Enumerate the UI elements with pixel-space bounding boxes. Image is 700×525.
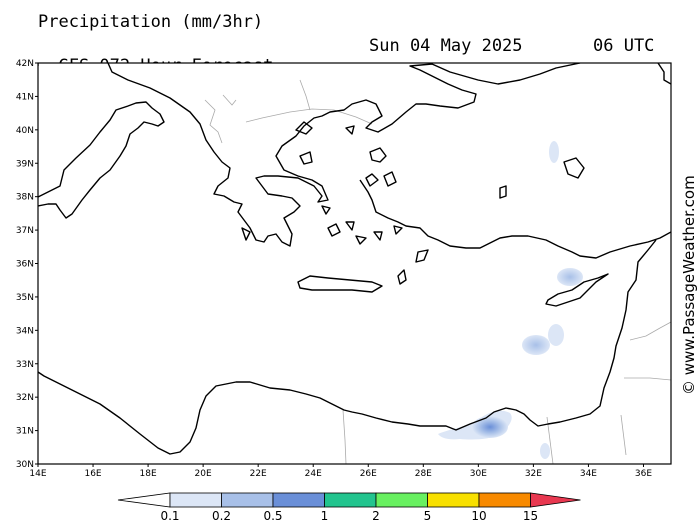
legend-arrow-high — [530, 492, 581, 508]
lon-label: 30E — [470, 469, 487, 479]
legend-label: 0.1 — [160, 509, 180, 523]
legend-label: 0.5 — [263, 509, 283, 523]
forecast-date: Sun 04 May 2025 — [369, 36, 523, 56]
lon-label: 18E — [140, 469, 157, 479]
forecast-time: 06 UTC — [593, 36, 655, 56]
precip-levant-north — [548, 324, 564, 346]
lat-label: 41N — [16, 92, 34, 102]
lat-label: 35N — [16, 293, 34, 303]
legend-label: 0.2 — [211, 509, 232, 523]
lon-label: 22E — [250, 469, 267, 479]
lat-label: 34N — [16, 326, 34, 336]
coastlines — [38, 63, 671, 455]
lat-label: 32N — [16, 393, 34, 403]
lat-label: 40N — [16, 126, 34, 136]
precip-egypt-coast — [472, 416, 508, 438]
chart-title: Precipitation (mm/3hr) — [38, 12, 264, 32]
lat-label: 38N — [16, 193, 34, 203]
lon-label: 14E — [29, 469, 46, 479]
legend-swatch — [221, 492, 274, 508]
precip-layer — [438, 141, 583, 459]
lon-label: 26E — [360, 469, 377, 479]
credit-text: © www.PassageWeather.com — [680, 175, 698, 395]
lon-label: 24E — [305, 469, 322, 479]
legend-swatch — [478, 492, 531, 508]
lat-label: 31N — [16, 427, 34, 437]
map-frame-bg — [38, 63, 671, 464]
precip-anatolia — [549, 141, 559, 163]
country-borders — [204, 79, 671, 464]
precip-suez — [540, 443, 550, 459]
lat-label: 30N — [16, 460, 34, 470]
legend-label: 2 — [372, 509, 380, 523]
precip-cyprus — [557, 268, 583, 286]
legend-colorbar — [117, 492, 581, 508]
legend-swatch — [272, 492, 325, 508]
lon-label: 32E — [525, 469, 542, 479]
legend-label: 5 — [423, 509, 432, 523]
legend-label: 10 — [471, 509, 487, 523]
lon-label: 36E — [635, 469, 652, 479]
lon-label: 28E — [415, 469, 432, 479]
lat-label: 37N — [16, 226, 34, 236]
map-ticks: 42N41N40N39N38N37N36N35N34N33N32N31N30N1… — [16, 59, 653, 479]
lat-label: 39N — [16, 159, 34, 169]
legend-swatch — [375, 492, 428, 508]
legend-swatch — [324, 492, 377, 508]
crete — [297, 275, 383, 293]
lon-label: 16E — [84, 469, 101, 479]
legend-label: 15 — [522, 509, 539, 523]
lat-label: 36N — [16, 260, 34, 270]
lat-label: 33N — [16, 360, 34, 370]
cyprus — [545, 273, 609, 307]
precip-levant-sea — [522, 335, 550, 355]
legend-swatch — [427, 492, 480, 508]
legend-arrow-low — [117, 492, 171, 508]
lat-label: 42N — [16, 59, 34, 69]
legend-swatch — [169, 492, 222, 508]
lon-label: 34E — [580, 469, 597, 479]
lon-label: 20E — [195, 469, 212, 479]
legend-label: 1 — [320, 509, 329, 523]
